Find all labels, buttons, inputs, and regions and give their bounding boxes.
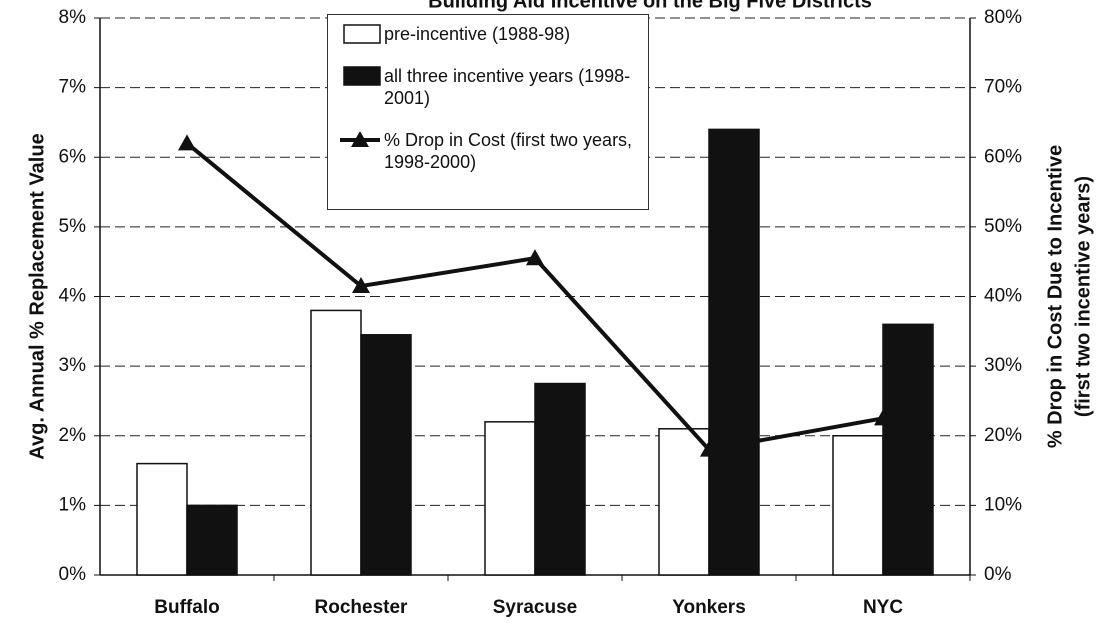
y-tick-label: 4% <box>59 286 87 307</box>
bar <box>186 504 238 576</box>
bar <box>658 428 710 576</box>
y-tick-label: 8% <box>59 7 87 28</box>
x-tick-label: Syracuse <box>493 597 578 618</box>
legend-swatch <box>343 24 381 44</box>
y-tick-label: 0% <box>59 564 87 585</box>
bar <box>484 421 536 576</box>
x-tick-label: Buffalo <box>154 597 219 618</box>
legend-key <box>340 131 380 147</box>
y2-axis-title: % Drop in Cost Due to Incentive <box>1044 145 1066 448</box>
bar <box>882 323 934 576</box>
x-tick-label: NYC <box>863 597 903 618</box>
y-tick-label: 2% <box>59 425 87 446</box>
bar <box>832 435 884 576</box>
y-tick-label: 7% <box>59 77 87 98</box>
bar <box>136 462 188 576</box>
y-tick-label: 1% <box>59 494 87 515</box>
legend-item: pre-incentive (1988-98) <box>338 23 638 45</box>
y2-tick-label: 70% <box>984 77 1022 98</box>
y2-tick-label: 60% <box>984 146 1022 167</box>
legend-marker <box>351 131 369 147</box>
legend-key <box>343 24 381 44</box>
y2-tick-label: 50% <box>984 216 1022 237</box>
legend-item: all three incentive years (1998-2001) <box>338 65 638 109</box>
bar <box>708 128 760 576</box>
y-tick-label: 3% <box>59 355 87 376</box>
line-marker <box>700 440 718 457</box>
bar <box>310 309 362 576</box>
y2-tick-label: 20% <box>984 425 1022 446</box>
legend-swatch <box>343 66 381 86</box>
legend-label: all three incentive years (1998-2001) <box>384 66 631 108</box>
chart-title: Building Aid Incentive on the Big Five D… <box>428 0 872 12</box>
x-tick-label: Rochester <box>315 597 409 618</box>
y2-tick-label: 10% <box>984 494 1022 515</box>
line-marker <box>178 134 196 151</box>
legend-label: pre-incentive (1988-98) <box>384 24 571 44</box>
y2-tick-label: 30% <box>984 355 1022 376</box>
y2-axis-title: (first two incentive years) <box>1072 176 1094 417</box>
y2-tick-label: 0% <box>984 564 1012 585</box>
legend-key <box>343 66 381 86</box>
y2-tick-label: 40% <box>984 286 1022 307</box>
line-marker <box>874 409 892 426</box>
y-tick-label: 6% <box>59 146 87 167</box>
y-tick-label: 5% <box>59 216 87 237</box>
y-axis-title: Avg. Annual % Replacement Value <box>26 133 48 459</box>
line-marker <box>526 249 544 266</box>
x-tick-label: Yonkers <box>672 597 746 618</box>
legend: pre-incentive (1988-98) all three incenti… <box>327 14 649 210</box>
legend-item: % Drop in Cost (first two years, 1998-20… <box>338 129 638 173</box>
bar <box>534 382 586 576</box>
bar <box>360 334 412 576</box>
line-marker <box>352 277 370 294</box>
y2-tick-label: 80% <box>984 7 1022 28</box>
legend-label: % Drop in Cost (first two years, 1998-20… <box>384 130 633 172</box>
